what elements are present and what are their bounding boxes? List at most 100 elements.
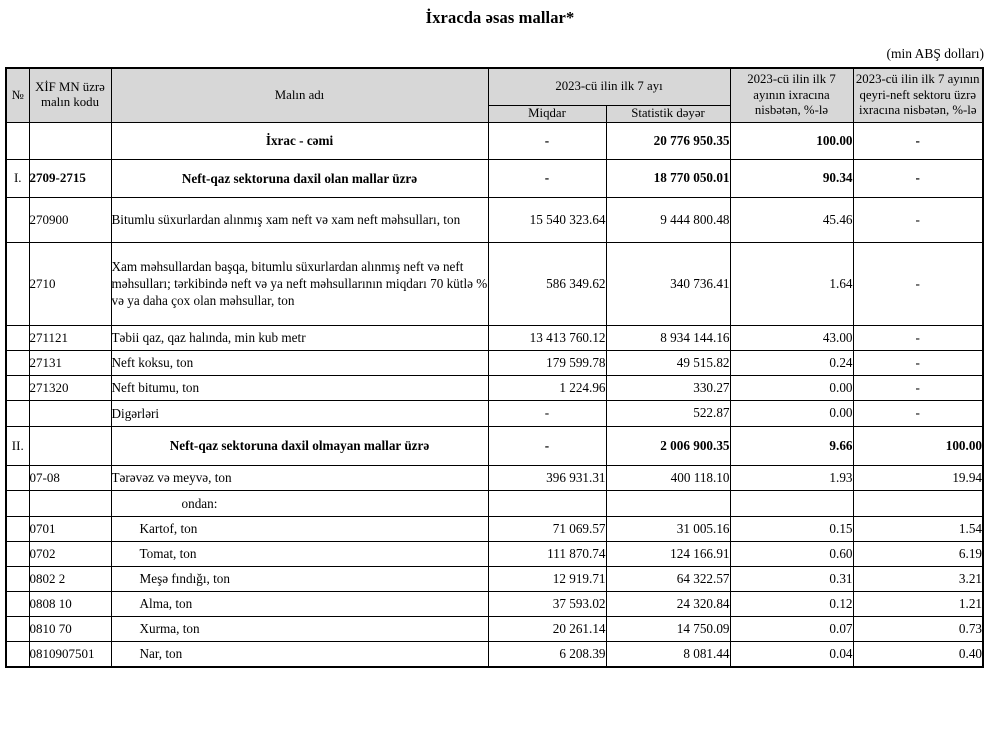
page-title: İxracda əsas mallar* (425, 8, 575, 27)
cell-pct-export: 0.04 (729, 640, 854, 668)
cell-stat-value: 2 006 900.35 (605, 425, 731, 466)
cell-pct-nonoil: 6.19 (852, 540, 984, 567)
cell-stat-value: 31 005.16 (605, 515, 731, 542)
header-row-2: Miqdar Statistik dəyər (6, 105, 983, 123)
cell-number (5, 324, 30, 351)
cell-pct-nonoil: 0.73 (852, 615, 984, 642)
cell-stat-value: 8 081.44 (605, 640, 731, 668)
cell-pct-export: 45.46 (729, 196, 854, 243)
cell-code: 270900 (28, 196, 112, 243)
column-header-code: XİF MN üzrə malın kodu (28, 67, 112, 123)
cell-pct-export: 0.24 (729, 349, 854, 376)
cell-quantity: 12 919.71 (487, 565, 607, 592)
cell-number (5, 196, 30, 243)
cell-pct-export: 0.00 (729, 399, 854, 427)
cell-pct-nonoil: - (852, 241, 984, 326)
cell-number (5, 374, 30, 401)
cell-pct-nonoil: - (852, 158, 984, 198)
cell-quantity: 586 349.62 (487, 241, 607, 326)
cell-pct-export: 1.64 (729, 241, 854, 326)
cell-pct-export: 0.31 (729, 565, 854, 592)
cell-pct-nonoil: - (852, 399, 984, 427)
cell-quantity: 20 261.14 (487, 615, 607, 642)
cell-pct-export: 9.66 (729, 425, 854, 466)
cell-stat-value: 24 320.84 (605, 590, 731, 617)
cell-goods-name: Neft-qaz sektoruna daxil olan mallar üzr… (110, 158, 489, 198)
cell-pct-export: 0.00 (729, 374, 854, 401)
table-row: 270900 Bitumlu süxurlardan alınmış xam ne… (5, 196, 984, 243)
cell-pct-nonoil: 1.21 (852, 590, 984, 617)
cell-quantity: 179 599.78 (487, 349, 607, 376)
cell-code: 0808 10 (28, 590, 112, 617)
cell-quantity: 13 413 760.12 (487, 324, 607, 351)
cell-quantity: 1 224.96 (487, 374, 607, 401)
cell-pct-nonoil: 0.40 (852, 640, 984, 668)
cell-pct-export (729, 489, 854, 517)
cell-number (5, 464, 30, 491)
column-header-pct-of-export: 2023-cü ilin ilk 7 ayının ixracına nisbə… (729, 67, 854, 123)
table-row: II. Neft-qaz sektoruna daxil olmayan mall… (5, 425, 984, 466)
cell-code: 0802 2 (28, 565, 112, 592)
cell-code: 27131 (28, 349, 112, 376)
cell-stat-value: 49 515.82 (605, 349, 731, 376)
cell-number (5, 241, 30, 326)
cell-pct-nonoil: - (852, 374, 984, 401)
cell-pct-nonoil (852, 489, 984, 517)
cell-goods-name: Nar, ton (110, 640, 489, 668)
table-row: I. 2709-2715 Neft-qaz sektoruna daxil olan… (5, 158, 984, 198)
cell-pct-nonoil: 3.21 (852, 565, 984, 592)
cell-code (28, 425, 112, 466)
cell-quantity: - (487, 121, 607, 160)
column-header-goods-name: Malın adı (110, 67, 489, 123)
cell-code: 0701 (28, 515, 112, 542)
cell-code: 271320 (28, 374, 112, 401)
cell-goods-name: Xurma, ton (110, 615, 489, 642)
cell-stat-value (605, 489, 731, 517)
cell-pct-export: 0.60 (729, 540, 854, 567)
table-head: № XİF MN üzrə malın kodu Malın adı 2023-… (5, 67, 984, 123)
cell-quantity: - (487, 158, 607, 198)
cell-number: II. (5, 425, 30, 466)
cell-pct-export: 90.34 (729, 158, 854, 198)
cell-goods-name: Xam məhsullardan başqa, bitumlu süxurlar… (110, 241, 489, 326)
cell-goods-name: Təbii qaz, qaz halında, min kub metr (110, 324, 489, 351)
cell-quantity: 111 870.74 (487, 540, 607, 567)
cell-goods-name: Tərəvəz və meyvə, ton (110, 464, 489, 491)
column-header-number: № (5, 67, 30, 123)
cell-code (28, 399, 112, 427)
cell-number (5, 565, 30, 592)
table-row: 271320 Neft bitumu, ton 1 224.96 330.27 0.00… (5, 374, 984, 401)
cell-goods-name: İxrac - cəmi (110, 121, 489, 160)
table-row: 271121 Təbii qaz, qaz halında, min kub me… (5, 324, 984, 351)
cell-quantity: - (487, 399, 607, 427)
cell-quantity: 396 931.31 (487, 464, 607, 491)
export-goods-table: № XİF MN üzrə malın kodu Malın adı 2023-… (5, 67, 984, 668)
table-row: İxrac - cəmi -20 776 950.35 100.00- (5, 121, 984, 160)
cell-pct-nonoil: - (852, 121, 984, 160)
cell-quantity: 15 540 323.64 (487, 196, 607, 243)
cell-goods-name: Digərləri (110, 399, 489, 427)
cell-code: 0702 (28, 540, 112, 567)
column-header-pct-of-nonoil-export: 2023-cü ilin ilk 7 ayının qeyri-neft sek… (852, 67, 984, 123)
table-body: İxrac - cəmi -20 776 950.35 100.00- I. 2709-… (5, 121, 984, 668)
table-row: 0701 Kartof, ton 71 069.57 31 005.16 0.15 1.5… (5, 515, 984, 542)
cell-code: 0810907501 (28, 640, 112, 668)
cell-pct-nonoil: - (852, 324, 984, 351)
cell-quantity: 71 069.57 (487, 515, 607, 542)
cell-pct-nonoil: 19.94 (852, 464, 984, 491)
cell-quantity: 6 208.39 (487, 640, 607, 668)
cell-quantity: 37 593.02 (487, 590, 607, 617)
cell-pct-export: 0.07 (729, 615, 854, 642)
cell-pct-export: 100.00 (729, 121, 854, 160)
cell-code: 2709-2715 (28, 158, 112, 198)
cell-stat-value: 9 444 800.48 (605, 196, 731, 243)
cell-goods-name: Tomat, ton (110, 540, 489, 567)
cell-stat-value: 522.87 (605, 399, 731, 427)
cell-stat-value: 14 750.09 (605, 615, 731, 642)
cell-stat-value: 400 118.10 (605, 464, 731, 491)
cell-pct-nonoil: 1.54 (852, 515, 984, 542)
cell-stat-value: 64 322.57 (605, 565, 731, 592)
cell-quantity: - (487, 425, 607, 466)
cell-code (28, 489, 112, 517)
